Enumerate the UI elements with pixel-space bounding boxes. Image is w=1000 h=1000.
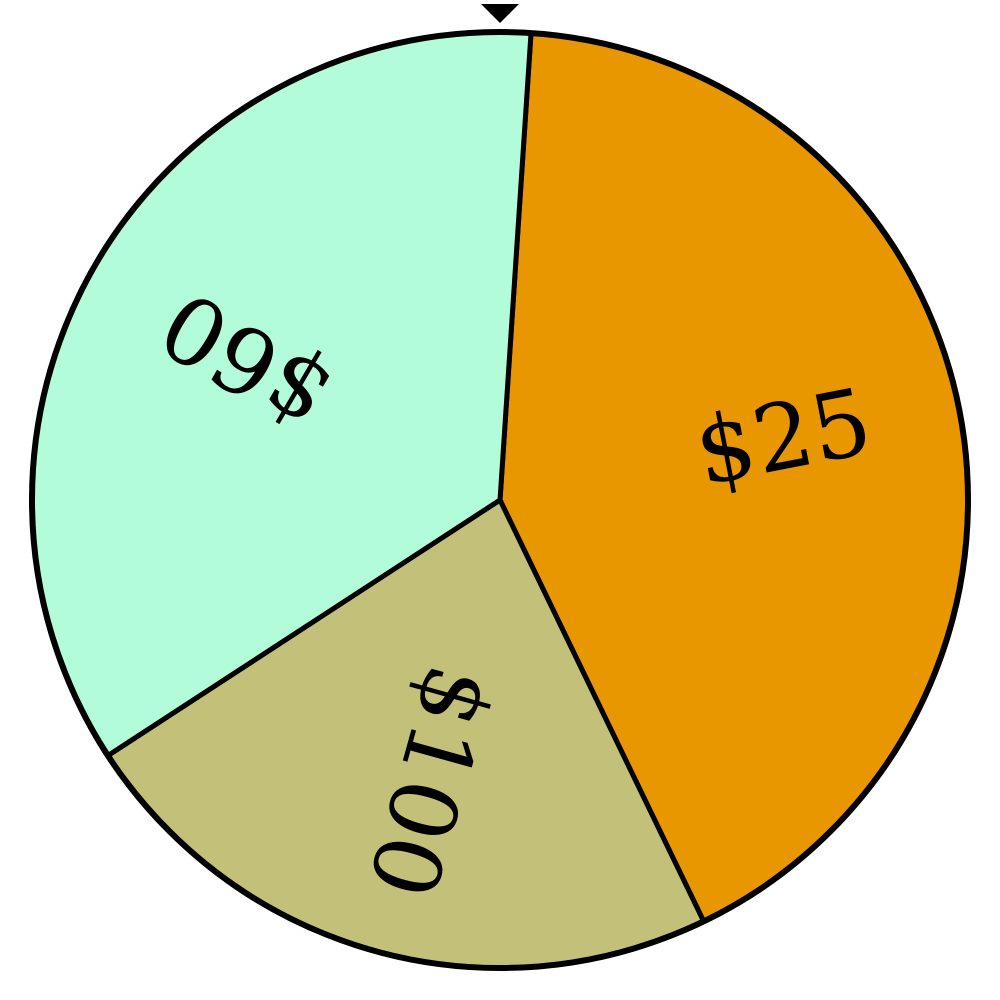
- wheel-segments: [29, 29, 971, 971]
- wheel-rim: [29, 29, 971, 971]
- pointer-triangle-icon: [481, 4, 519, 23]
